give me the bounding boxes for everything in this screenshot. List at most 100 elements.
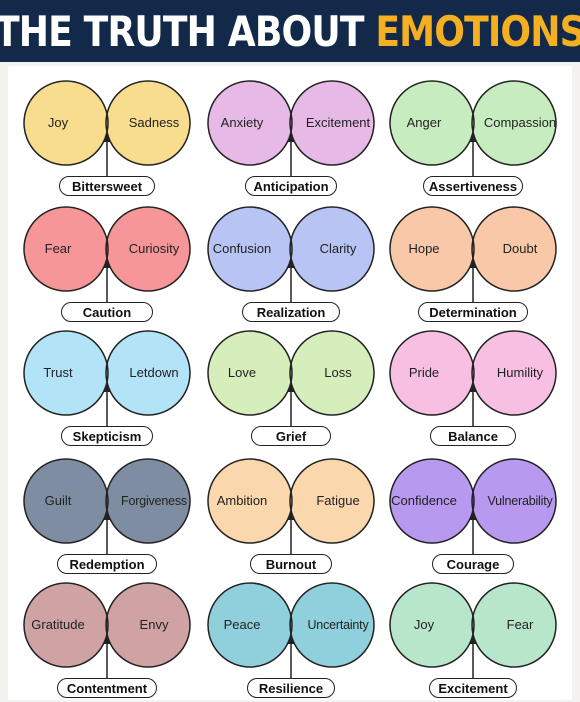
right-emotion-label: Excitement bbox=[305, 115, 371, 130]
venn-diagram: Pride Humility Balance bbox=[389, 326, 570, 450]
right-circle bbox=[106, 583, 190, 667]
right-circle-outline bbox=[105, 330, 191, 416]
venn-diagram: Gratitude Envy Contentment bbox=[23, 578, 204, 702]
result-emotion-badge: Caution bbox=[61, 302, 153, 322]
venn-graphic bbox=[23, 330, 191, 426]
left-emotion-label: Joy bbox=[413, 617, 435, 632]
right-circle bbox=[472, 207, 556, 291]
left-emotion-label: Trust bbox=[43, 365, 73, 380]
venn-graphic bbox=[23, 582, 191, 678]
right-emotion-label: Humility bbox=[496, 365, 544, 380]
left-circle-outline bbox=[23, 206, 109, 292]
right-emotion-label: Fear bbox=[506, 617, 534, 632]
right-circle bbox=[106, 81, 190, 165]
arrow-up-icon bbox=[469, 134, 477, 142]
result-emotion-badge: Redemption bbox=[57, 554, 157, 574]
right-emotion-label: Letdown bbox=[129, 365, 179, 380]
left-circle bbox=[24, 331, 108, 415]
right-emotion-label: Fatigue bbox=[316, 493, 360, 508]
left-circle-outline bbox=[207, 458, 293, 544]
left-circle bbox=[390, 207, 474, 291]
result-emotion-badge: Anticipation bbox=[245, 176, 337, 196]
arrow-up-icon bbox=[469, 260, 477, 268]
diagram-grid: Joy Sadness Bittersweet Anxiety Excitement An… bbox=[8, 66, 572, 700]
left-emotion-label: Pride bbox=[408, 365, 440, 380]
left-circle-outline bbox=[207, 206, 293, 292]
right-emotion-label: Envy bbox=[139, 617, 169, 632]
left-circle-outline bbox=[23, 582, 109, 668]
right-emotion-label: Uncertainty bbox=[307, 618, 369, 632]
venn-graphic bbox=[207, 582, 375, 678]
right-emotion-label: Forgiveness bbox=[121, 494, 187, 508]
left-circle-outline bbox=[389, 582, 475, 668]
right-circle bbox=[472, 459, 556, 543]
right-circle bbox=[290, 583, 374, 667]
venn-graphic bbox=[389, 458, 557, 554]
venn-graphic bbox=[207, 330, 375, 426]
arrow-up-icon bbox=[469, 512, 477, 520]
arrow-up-icon bbox=[469, 636, 477, 644]
result-emotion-badge: Resilience bbox=[247, 678, 335, 698]
title-part-2: EMOTIONS bbox=[375, 6, 580, 56]
result-emotion-badge: Excitement bbox=[429, 678, 517, 698]
left-emotion-label: Hope bbox=[408, 241, 440, 256]
page-title: THE TRUTH ABOUT EMOTIONS bbox=[0, 7, 580, 56]
left-circle bbox=[208, 459, 292, 543]
venn-diagram: Ambition Fatigue Burnout bbox=[207, 454, 388, 578]
right-circle-outline bbox=[289, 582, 375, 668]
left-circle bbox=[24, 583, 108, 667]
left-emotion-label: Gratitude bbox=[31, 617, 85, 632]
left-circle-outline bbox=[389, 458, 475, 544]
arrow-up-icon bbox=[103, 512, 111, 520]
right-emotion-label: Loss bbox=[324, 365, 352, 380]
left-emotion-label: Ambition bbox=[216, 493, 268, 508]
right-circle-outline bbox=[289, 80, 375, 166]
left-circle bbox=[208, 207, 292, 291]
right-circle bbox=[290, 81, 374, 165]
left-circle-outline bbox=[207, 80, 293, 166]
result-emotion-badge: Contentment bbox=[57, 678, 157, 698]
result-emotion-badge: Skepticism bbox=[61, 426, 153, 446]
right-circle bbox=[472, 331, 556, 415]
venn-graphic bbox=[23, 80, 191, 176]
left-circle bbox=[208, 81, 292, 165]
venn-diagram: Trust Letdown Skepticism bbox=[23, 326, 204, 450]
left-emotion-label: Anger bbox=[406, 115, 442, 130]
left-emotion-label: Joy bbox=[47, 115, 69, 130]
left-circle bbox=[390, 81, 474, 165]
venn-graphic bbox=[389, 330, 557, 426]
venn-diagram: Confidence Vulnerability Courage bbox=[389, 454, 570, 578]
left-circle-outline bbox=[23, 80, 109, 166]
right-circle-outline bbox=[289, 330, 375, 416]
left-circle bbox=[390, 459, 474, 543]
right-emotion-label: Curiosity bbox=[128, 241, 180, 256]
arrow-up-icon bbox=[287, 384, 295, 392]
right-circle bbox=[472, 583, 556, 667]
arrow-up-icon bbox=[287, 636, 295, 644]
right-circle bbox=[106, 207, 190, 291]
left-circle bbox=[24, 81, 108, 165]
left-circle-outline bbox=[207, 330, 293, 416]
arrow-up-icon bbox=[103, 134, 111, 142]
venn-diagram: Joy Sadness Bittersweet bbox=[23, 76, 204, 200]
right-circle-outline bbox=[105, 206, 191, 292]
right-circle bbox=[472, 81, 556, 165]
right-circle-outline bbox=[471, 80, 557, 166]
venn-diagram: Guilt Forgiveness Redemption bbox=[23, 454, 204, 578]
right-circle-outline bbox=[289, 206, 375, 292]
venn-diagram: Joy Fear Excitement bbox=[389, 578, 570, 702]
right-circle-outline bbox=[471, 330, 557, 416]
venn-graphic bbox=[207, 80, 375, 176]
arrow-up-icon bbox=[287, 134, 295, 142]
venn-diagram: Love Loss Grief bbox=[207, 326, 388, 450]
left-circle bbox=[24, 207, 108, 291]
result-emotion-badge: Realization bbox=[242, 302, 340, 322]
title-part-1: THE TRUTH ABOUT bbox=[0, 6, 365, 56]
venn-graphic bbox=[207, 458, 375, 554]
left-circle bbox=[390, 583, 474, 667]
result-emotion-badge: Grief bbox=[251, 426, 331, 446]
venn-diagram: Peace Uncertainty Resilience bbox=[207, 578, 388, 702]
venn-graphic bbox=[389, 206, 557, 302]
venn-diagram: Anxiety Excitement Anticipation bbox=[207, 76, 388, 200]
left-emotion-label: Confidence bbox=[391, 493, 457, 508]
